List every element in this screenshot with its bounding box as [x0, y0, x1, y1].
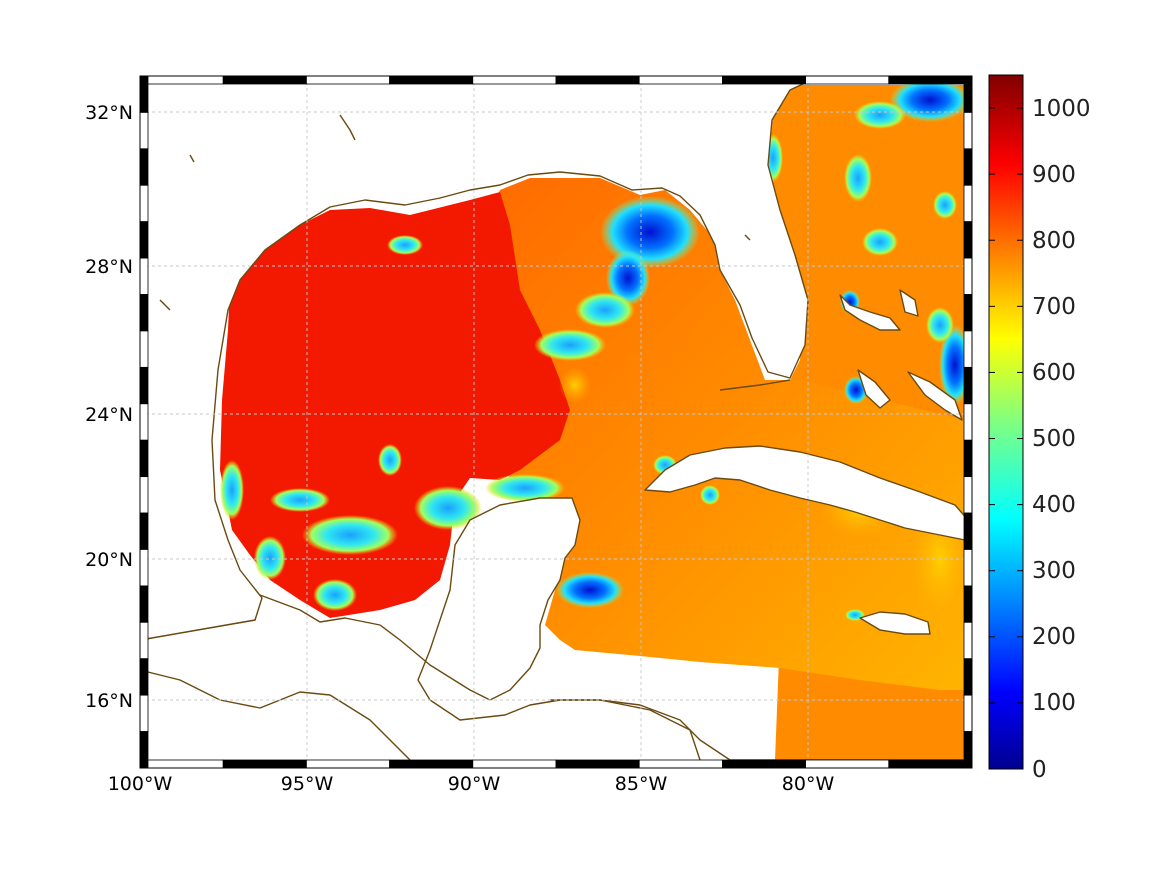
frame-segment: [722, 75, 807, 85]
frame-segment: [963, 75, 973, 113]
frame-segment: [139, 658, 149, 696]
frame-segment: [139, 112, 149, 150]
north-america-land: [140, 76, 821, 641]
lat-tick-label: 24°N: [85, 404, 133, 426]
lon-tick-label: 100°W: [108, 773, 173, 795]
frame-segment: [963, 658, 973, 696]
colorbar-gradient: [988, 74, 1024, 770]
frame-segment: [963, 512, 973, 550]
frame-segment: [139, 294, 149, 332]
frame-segment: [139, 694, 149, 732]
frame-segment: [389, 759, 474, 769]
colorbar-tick-label: 700: [1032, 294, 1076, 320]
frame-segment: [638, 759, 723, 769]
frame-segment: [888, 75, 973, 85]
map-frame: [139, 75, 973, 769]
colorbar-tick-label: 600: [1032, 360, 1076, 386]
lon-tick-label: 95°W: [281, 773, 334, 795]
lat-tick-label: 16°N: [85, 690, 133, 712]
frame-segment: [139, 257, 149, 295]
frame-segment: [555, 759, 640, 769]
lon-tick-label: 80°W: [782, 773, 835, 795]
frame-segment: [222, 75, 307, 85]
yucatan-land: [140, 497, 972, 768]
frame-segment: [963, 731, 973, 769]
colorbar-tick-label: 500: [1032, 426, 1076, 452]
frame-segment: [305, 75, 390, 85]
colorbar-tick-label: 200: [1032, 624, 1076, 650]
frame-outline: [139, 75, 973, 769]
frame-segment: [888, 759, 973, 769]
frame-segment: [963, 476, 973, 514]
frame-segment: [963, 148, 973, 186]
frame-segment: [963, 184, 973, 223]
frame-segment: [139, 148, 149, 186]
frame-segment: [139, 330, 149, 368]
frame-segment: [139, 731, 149, 769]
lon-tick-label: 85°W: [615, 773, 668, 795]
frame-segment: [963, 549, 973, 587]
frame-segment: [139, 75, 224, 85]
frame-segment: [555, 75, 640, 85]
longitude-axis: 100°W 95°W 90°W 85°W 80°W: [108, 773, 835, 795]
frame-segment: [963, 585, 973, 623]
frame-segment: [638, 75, 723, 85]
lon-tick-label: 90°W: [448, 773, 501, 795]
cuba-land: [644, 445, 969, 541]
frame-segment: [472, 75, 557, 85]
frame-segment: [139, 439, 149, 478]
frame-segment: [963, 257, 973, 295]
colorbar-tick-label: 0: [1032, 757, 1047, 783]
anomaly-northeast-gulf: [600, 196, 700, 268]
frame-segment: [139, 75, 149, 113]
colorbar-tick-label: 100: [1032, 690, 1076, 716]
colorbar-tick-label: 1000: [1032, 96, 1091, 122]
colorbar-tick-label: 400: [1032, 492, 1076, 518]
gridlines: [140, 76, 972, 768]
colorbar-tick-label: 300: [1032, 558, 1076, 584]
frame-segment: [139, 585, 149, 623]
frame-segment: [963, 330, 973, 368]
lat-tick-label: 28°N: [85, 256, 133, 278]
bahamas-land: [839, 294, 901, 331]
colorbar: 1000 900 800 700 600 500 400 300 200 100…: [988, 74, 1091, 783]
frame-segment: [963, 403, 973, 441]
frame-segment: [139, 221, 149, 259]
frame-segment: [472, 759, 557, 769]
frame-segment: [139, 366, 149, 405]
lat-tick-label: 20°N: [85, 549, 133, 571]
frame-segment: [963, 439, 973, 478]
colorbar-tick-label: 900: [1032, 162, 1076, 188]
frame-segment: [139, 476, 149, 514]
frame-segment: [722, 759, 807, 769]
frame-segment: [139, 403, 149, 441]
frame-segment: [139, 621, 149, 660]
frame-segment: [963, 112, 973, 150]
lat-tick-label: 32°N: [85, 102, 133, 124]
frame-segment: [139, 184, 149, 223]
frame-segment: [805, 759, 890, 769]
frame-segment: [139, 759, 224, 769]
frame-segment: [963, 294, 973, 332]
colorbar-tick-label: 800: [1032, 228, 1076, 254]
frame-segment: [805, 75, 890, 85]
frame-segment: [222, 759, 307, 769]
frame-segment: [963, 221, 973, 259]
frame-segment: [139, 549, 149, 587]
frame-segment: [963, 366, 973, 405]
latitude-axis: 32°N 28°N 24°N 20°N 16°N: [85, 102, 133, 712]
frame-segment: [305, 759, 390, 769]
frame-segment: [389, 75, 474, 85]
frame-segment: [139, 512, 149, 550]
data-field: [140, 76, 972, 768]
jamaica-land: [859, 611, 931, 635]
frame-segment: [963, 621, 973, 660]
frame-segment: [963, 694, 973, 732]
